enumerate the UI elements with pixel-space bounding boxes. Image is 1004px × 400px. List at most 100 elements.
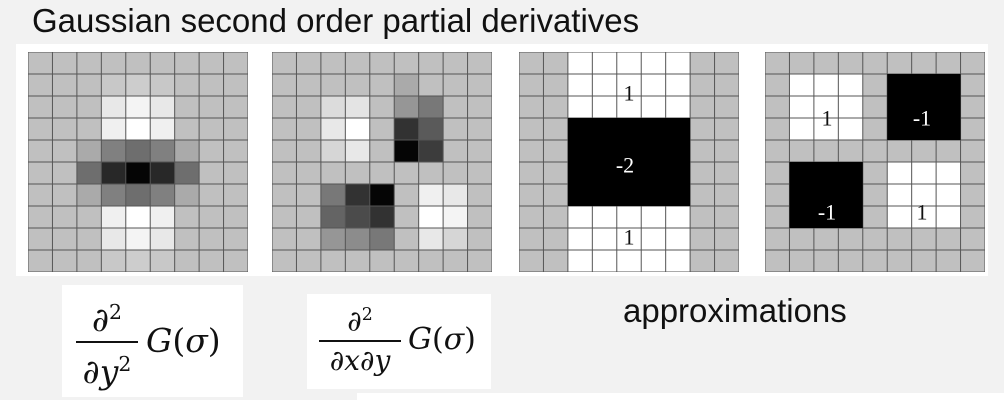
negative-lobe-top-right	[887, 74, 961, 140]
filter-cell	[272, 206, 297, 228]
filter-cell	[174, 206, 200, 228]
filter-cell	[443, 52, 468, 74]
filter-cell	[272, 184, 297, 206]
filter-cell	[394, 140, 419, 162]
filter-cell	[125, 118, 151, 140]
filter-cell	[345, 250, 370, 272]
filter-cell	[443, 250, 468, 272]
filter-cell	[320, 140, 346, 162]
filter-cell	[101, 74, 126, 96]
filter-cell	[418, 52, 444, 74]
filter-cell	[125, 184, 151, 206]
filter-cell	[320, 206, 346, 228]
filter-cell	[101, 162, 126, 184]
filter-cell	[345, 206, 370, 228]
filter-cell	[369, 228, 395, 250]
filter-cell	[467, 228, 492, 250]
filter-cell	[223, 206, 248, 228]
filter-cell	[150, 96, 175, 118]
filter-cell	[296, 228, 321, 250]
filter-cell	[150, 140, 175, 162]
filter-cell	[467, 140, 492, 162]
filter-cell	[467, 96, 492, 118]
filter-cell	[174, 184, 200, 206]
filter-cell	[418, 74, 444, 96]
filter-cell	[174, 74, 200, 96]
filter-cell	[223, 250, 248, 272]
filter-cell	[150, 162, 175, 184]
filter-cell	[320, 250, 346, 272]
filter-cell	[150, 228, 175, 250]
filter-cell	[443, 140, 468, 162]
filter-cell	[199, 96, 224, 118]
filter-cell	[28, 228, 53, 250]
filter-cell	[223, 96, 248, 118]
filter-cell	[101, 118, 126, 140]
filter-cell	[296, 96, 321, 118]
filter-cell	[52, 162, 77, 184]
filter-cell	[101, 228, 126, 250]
filter-cell	[125, 228, 151, 250]
filter-cell	[345, 162, 370, 184]
filter-cell	[320, 74, 346, 96]
filter-cell	[418, 96, 444, 118]
filter-cell	[394, 52, 419, 74]
filter-cell	[418, 250, 444, 272]
filter-cell	[296, 52, 321, 74]
filter-cell	[125, 140, 151, 162]
filter-cell	[223, 228, 248, 250]
filter-cell	[52, 140, 77, 162]
filter-cell	[467, 206, 492, 228]
gaussian-dxy-filter-icon	[272, 52, 492, 272]
filter-cell	[296, 184, 321, 206]
filter-cell	[174, 250, 200, 272]
filter-cell	[150, 74, 175, 96]
slide-edge	[357, 393, 1004, 400]
filter-cell	[418, 206, 444, 228]
weight-label-bottom-right: 1	[917, 200, 928, 225]
filter-cell	[174, 228, 200, 250]
filter-cell	[320, 118, 346, 140]
filter-cell	[467, 118, 492, 140]
box-dxy-approximation: 1 -1 -1 1	[765, 52, 985, 272]
filter-cell	[443, 206, 468, 228]
formula-dyy-denominator: ∂y	[82, 352, 119, 391]
filter-cell	[174, 118, 200, 140]
filter-cell	[223, 74, 248, 96]
filter-cell	[199, 52, 224, 74]
filter-cell	[272, 162, 297, 184]
filter-cell	[223, 162, 248, 184]
filter-cell	[369, 118, 395, 140]
filter-cell	[369, 140, 395, 162]
filter-cell	[272, 140, 297, 162]
negative-lobe-center	[567, 118, 691, 206]
formula-dyy: ∂2 ∂y2 G(σ)	[62, 285, 243, 397]
filter-cell	[443, 184, 468, 206]
formula-dxy-argument: σ	[443, 322, 465, 357]
positive-lobe-bottom	[567, 206, 691, 272]
filter-cell	[443, 162, 468, 184]
filter-cell	[272, 228, 297, 250]
filter-cell	[28, 162, 53, 184]
filter-cell	[394, 162, 419, 184]
filter-cell	[101, 250, 126, 272]
filter-cell	[345, 96, 370, 118]
page-title: Gaussian second order partial derivative…	[32, 2, 640, 39]
filter-cell	[345, 52, 370, 74]
filter-cell	[345, 74, 370, 96]
filter-cell	[394, 228, 419, 250]
filter-cell	[125, 74, 151, 96]
filter-cell	[28, 250, 53, 272]
filter-cell	[418, 118, 444, 140]
weight-label-bottom-left: -1	[818, 200, 836, 225]
filter-cell	[296, 250, 321, 272]
filter-cell	[150, 250, 175, 272]
filter-cell	[345, 140, 370, 162]
filter-cell	[76, 52, 102, 74]
filter-cell	[320, 228, 346, 250]
filter-cell	[52, 206, 77, 228]
formula-dxy: ∂2 ∂x∂y G(σ)	[307, 294, 491, 389]
filter-cell	[345, 228, 370, 250]
weight-label-bottom: 1	[624, 225, 635, 250]
weight-label-top: 1	[624, 81, 635, 106]
